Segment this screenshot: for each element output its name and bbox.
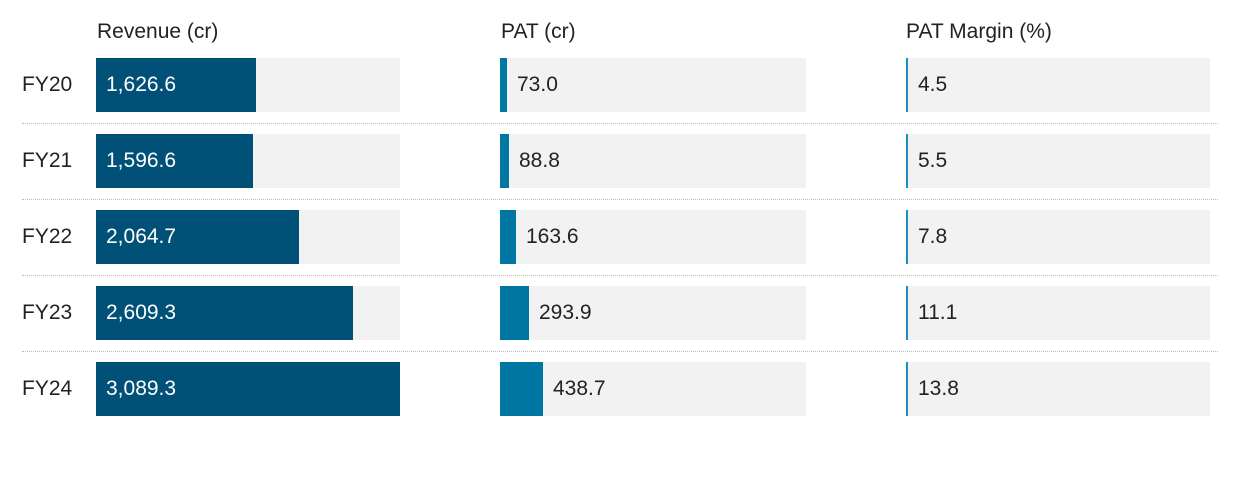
bar-revenue <box>96 286 353 340</box>
category-label: FY22 <box>22 225 73 248</box>
data-label-pat: 163.6 <box>526 225 579 248</box>
bar-pat-margin <box>906 286 908 340</box>
category-label: FY23 <box>22 301 73 324</box>
data-label-revenue: 1,626.6 <box>106 73 177 96</box>
category-label: FY21 <box>22 149 73 172</box>
bar-track-pat <box>500 210 806 264</box>
data-label-pat: 293.9 <box>539 301 592 324</box>
column-header-pat: PAT (cr) <box>501 20 576 43</box>
data-label-pat-margin: 7.8 <box>918 225 948 248</box>
column-header-pat-margin: PAT Margin (%) <box>906 20 1052 43</box>
bar-track-pat-margin <box>906 58 1210 112</box>
row-separator <box>22 351 1218 352</box>
bar-pat-margin <box>906 362 908 416</box>
data-label-pat-margin: 5.5 <box>918 149 948 172</box>
data-label-revenue: 2,064.7 <box>106 225 177 248</box>
bar-pat <box>500 286 529 340</box>
bar-pat-margin <box>906 58 908 112</box>
bar-pat-margin <box>906 134 908 188</box>
bar-track-pat-margin <box>906 362 1210 416</box>
bar-pat-margin <box>906 210 908 264</box>
data-label-revenue: 2,609.3 <box>106 301 177 324</box>
data-label-pat: 438.7 <box>553 377 606 400</box>
bar-track-pat <box>500 286 806 340</box>
row-separator <box>22 123 1218 124</box>
bar-track-pat <box>500 134 806 188</box>
data-label-pat-margin: 4.5 <box>918 73 948 96</box>
bar-revenue <box>96 58 256 112</box>
bar-track-pat-margin <box>906 286 1210 340</box>
data-label-pat: 88.8 <box>519 149 560 172</box>
bar-track-pat <box>500 362 806 416</box>
row-separator <box>22 199 1218 200</box>
bar-track-pat-margin <box>906 134 1210 188</box>
data-label-revenue: 3,089.3 <box>106 377 177 400</box>
column-header-revenue: Revenue (cr) <box>97 20 219 43</box>
bar-revenue <box>96 362 400 416</box>
bar-pat <box>500 210 516 264</box>
category-label: FY20 <box>22 73 73 96</box>
bar-track-pat <box>500 58 806 112</box>
row-separator <box>22 275 1218 276</box>
bar-revenue <box>96 210 299 264</box>
data-label-pat-margin: 11.1 <box>918 301 958 324</box>
data-label-revenue: 1,596.6 <box>106 149 177 172</box>
data-label-pat: 73.0 <box>517 73 558 96</box>
bar-track-pat-margin <box>906 210 1210 264</box>
bar-pat <box>500 58 507 112</box>
bar-pat <box>500 134 509 188</box>
category-label: FY24 <box>22 377 73 400</box>
bar-revenue <box>96 134 253 188</box>
bar-pat <box>500 362 543 416</box>
data-label-pat-margin: 13.8 <box>918 377 959 400</box>
